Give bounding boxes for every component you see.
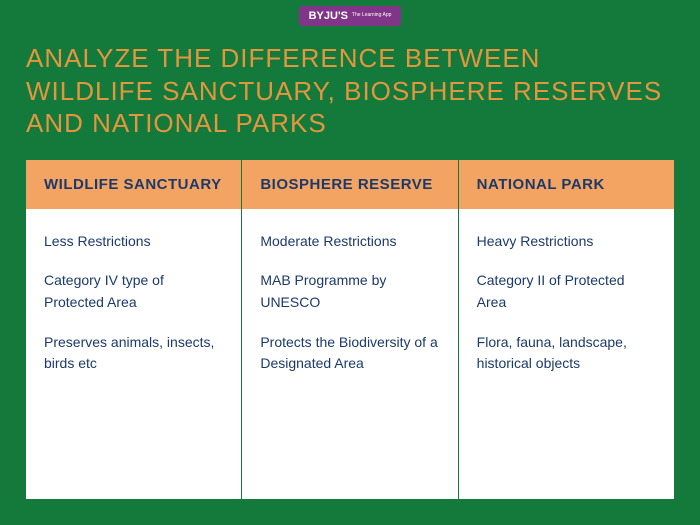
page-title: ANALYZE THE DIFFERENCE BETWEEN WILDLIFE … — [0, 26, 700, 160]
table-body-row: Less Restrictions Category IV type of Pr… — [26, 209, 674, 500]
table-column: Less Restrictions Category IV type of Pr… — [26, 209, 242, 500]
table-cell: Less Restrictions — [44, 231, 223, 253]
table-cell: Protects the Biodiversity of a Designate… — [260, 332, 439, 375]
table-column: Moderate Restrictions MAB Programme by U… — [242, 209, 458, 500]
brand-logo: BYJU'S The Learning App — [299, 6, 402, 26]
table-cell: Moderate Restrictions — [260, 231, 439, 253]
logo-tagline: The Learning App — [352, 13, 391, 19]
column-header: BIOSPHERE RESERVE — [242, 160, 458, 209]
table-cell: Heavy Restrictions — [477, 231, 656, 253]
column-header: WILDLIFE SANCTUARY — [26, 160, 242, 209]
logo-container: BYJU'S The Learning App — [0, 0, 700, 26]
table-cell: Preserves animals, insects, birds etc — [44, 332, 223, 375]
table-cell: MAB Programme by UNESCO — [260, 270, 439, 313]
comparison-table: WILDLIFE SANCTUARY BIOSPHERE RESERVE NAT… — [26, 160, 674, 500]
page: BYJU'S The Learning App ANALYZE THE DIFF… — [0, 0, 700, 525]
table-cell: Category II of Protected Area — [477, 270, 656, 313]
table-cell: Flora, fauna, landscape, historical obje… — [477, 332, 656, 375]
table-cell: Category IV type of Protected Area — [44, 270, 223, 313]
table-column: Heavy Restrictions Category II of Protec… — [459, 209, 674, 500]
column-header: NATIONAL PARK — [459, 160, 674, 209]
table-header-row: WILDLIFE SANCTUARY BIOSPHERE RESERVE NAT… — [26, 160, 674, 209]
logo-brand: BYJU'S — [309, 10, 348, 22]
